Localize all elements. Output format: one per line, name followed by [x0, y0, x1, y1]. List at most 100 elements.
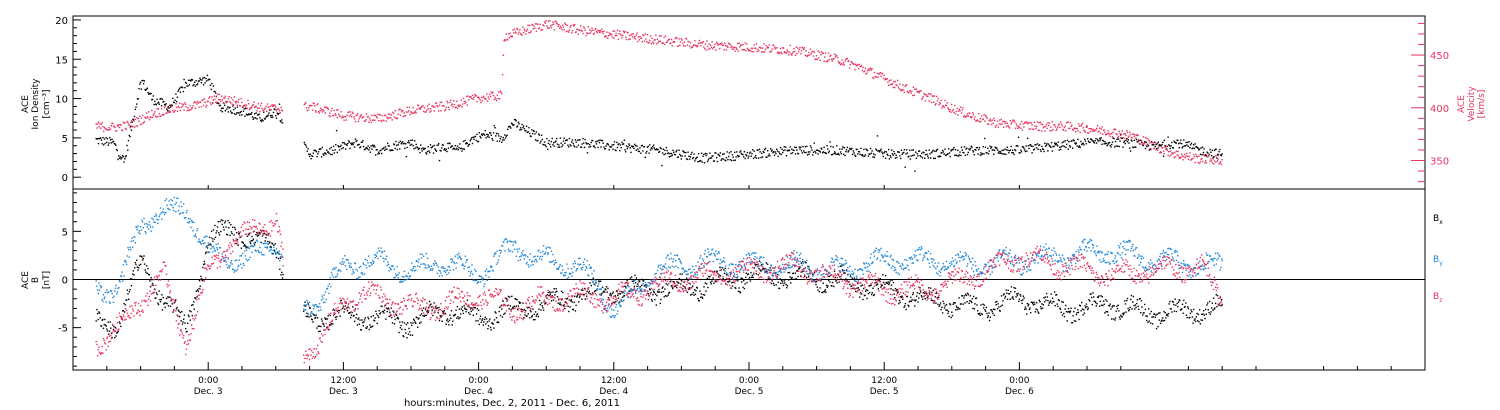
point-By: [256, 240, 258, 242]
density-point: [666, 149, 668, 152]
density-point: [1169, 147, 1171, 150]
point-Bx: [570, 300, 572, 302]
density-point: [1159, 144, 1161, 146]
point-Bx: [908, 305, 910, 308]
density-point: [413, 147, 415, 150]
density-point: [1029, 144, 1032, 146]
velocity-point: [712, 46, 715, 48]
velocity-point: [114, 126, 116, 129]
velocity-point: [765, 44, 767, 47]
point-Bx: [855, 290, 857, 293]
density-point: [168, 107, 170, 109]
velocity-point: [706, 45, 709, 48]
point-By: [159, 207, 162, 209]
velocity-point: [762, 51, 764, 53]
density-point: [971, 146, 973, 148]
density-point: [476, 133, 478, 135]
density-point: [1103, 143, 1105, 145]
velocity-point: [451, 103, 453, 105]
velocity-point: [1198, 162, 1201, 165]
density-point: [1142, 144, 1144, 147]
density-point: [132, 118, 134, 120]
velocity-point: [420, 107, 422, 109]
density-point: [803, 150, 805, 152]
density-point: [326, 151, 329, 153]
point-Bx: [495, 312, 497, 314]
density-point: [248, 113, 250, 115]
velocity-point: [799, 46, 801, 49]
point-Bx: [343, 311, 345, 313]
density-point: [1191, 147, 1193, 150]
density-point: [209, 78, 211, 81]
point-Bx: [867, 292, 869, 295]
point-Bx: [329, 314, 331, 317]
point-Bx: [475, 320, 477, 322]
point-Bx: [306, 315, 309, 317]
point-Bx: [194, 297, 197, 300]
density-point: [807, 151, 809, 153]
point-Bx: [678, 282, 680, 284]
density-point: [1066, 143, 1068, 146]
point-By: [108, 301, 111, 303]
density-point: [1193, 147, 1196, 150]
point-Bx: [703, 294, 706, 296]
density-point: [281, 122, 284, 124]
velocity-point: [1208, 154, 1211, 156]
point-Bx: [1132, 301, 1134, 303]
density-point: [566, 139, 568, 141]
point-Bx: [790, 282, 792, 284]
point-Bx: [1207, 302, 1209, 304]
density-point: [561, 145, 563, 148]
velocity-point: [248, 108, 251, 111]
velocity-point: [1134, 134, 1136, 136]
velocity-point: [575, 31, 577, 33]
density-point: [640, 152, 642, 154]
density-point: [903, 149, 906, 151]
density-point: [373, 144, 375, 147]
velocity-point: [685, 38, 688, 40]
point-Bx: [539, 303, 541, 306]
point-Bx: [1138, 298, 1141, 300]
density-point: [1219, 148, 1221, 151]
density-point: [525, 125, 528, 128]
point-Bx: [322, 322, 324, 325]
point-Bx: [246, 246, 248, 248]
point-Bx: [635, 277, 638, 279]
point-Bx: [388, 315, 390, 318]
density-point: [338, 146, 340, 148]
point-Bx: [769, 267, 771, 269]
velocity-point: [318, 112, 320, 114]
point-Bx: [375, 313, 378, 315]
point-Bx: [531, 315, 533, 317]
point-Bx: [1022, 295, 1025, 297]
velocity-point: [1174, 156, 1177, 158]
density-point: [1168, 144, 1170, 146]
point-Bx: [181, 311, 183, 313]
density-point: [420, 144, 422, 146]
velocity-point: [607, 37, 609, 39]
point-Bx: [889, 280, 891, 282]
point-Bx: [534, 311, 537, 313]
density-point: [317, 151, 320, 153]
velocity-point: [1041, 123, 1044, 126]
density-point: [691, 157, 694, 160]
velocity-point: [444, 110, 446, 112]
point-Bx: [894, 297, 896, 299]
velocity-point: [577, 33, 580, 35]
point-Bx: [1147, 321, 1149, 324]
point-Bx: [164, 306, 166, 309]
point-Bx: [224, 222, 226, 224]
density-point: [1179, 142, 1181, 144]
point-Bx: [637, 279, 640, 281]
velocity-point: [516, 27, 518, 30]
density-point: [1049, 145, 1051, 147]
velocity-point: [582, 32, 584, 35]
density-point: [658, 150, 661, 153]
velocity-point: [236, 104, 239, 106]
velocity-point: [359, 115, 362, 117]
point-Bx: [240, 247, 243, 249]
velocity-point: [117, 125, 119, 127]
density-point: [1082, 142, 1084, 144]
velocity-point: [518, 31, 520, 33]
velocity-point: [239, 105, 242, 107]
